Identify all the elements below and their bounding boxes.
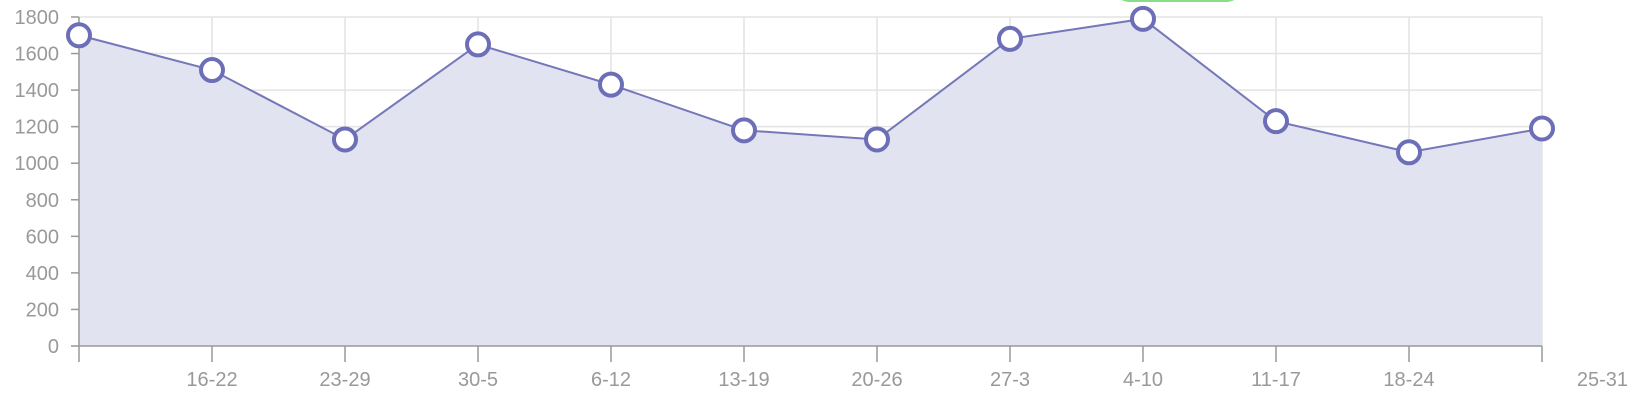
y-tick-label: 600 [26,226,59,248]
y-tick-label: 1600 [15,44,60,66]
data-point[interactable] [1529,115,1555,142]
axes [71,16,1543,362]
highlight-layer [1121,0,1235,2]
data-point[interactable] [997,25,1023,52]
series-line [78,17,1543,154]
data-point[interactable] [864,126,890,153]
data-point[interactable] [1130,5,1156,32]
y-tick-label: 200 [26,299,59,321]
x-tick-label: 30-5 [458,369,498,391]
data-point[interactable] [465,31,491,58]
y-tick-label: 800 [26,190,59,212]
x-tick-label: 23-29 [319,369,370,391]
y-tick-label: 1200 [15,117,60,139]
highlight-tooltip [1121,0,1235,2]
x-tick-label: 25-31 [1577,369,1628,391]
area-fill [79,18,1542,346]
x-tick-label: 18-24 [1383,369,1434,391]
x-tick-label: 20-26 [851,369,902,391]
y-tick-label: 0 [48,336,59,358]
data-point[interactable] [66,22,92,49]
x-tick-label: 4-10 [1123,369,1163,391]
data-point[interactable] [598,71,624,98]
x-tick-label: 11-17 [1251,369,1301,391]
y-tick-label: 1000 [15,153,60,175]
data-point[interactable] [332,126,358,153]
data-point[interactable] [1263,108,1289,135]
x-tick-label: 27-3 [990,369,1030,391]
data-point[interactable] [731,117,757,144]
x-tick-label: 16-22 [186,369,237,391]
y-tick-label: 1800 [15,7,60,29]
x-tick-label: 13-19 [718,369,769,391]
y-tick-label: 1400 [15,80,60,102]
area-layer [78,17,1543,346]
x-tick-label: 6-12 [591,369,631,391]
tick-labels: 0 200 400 600 800 1000 1200 1400 1600 1800 16-22 23… [15,7,1628,391]
data-point[interactable] [199,57,225,84]
data-points [66,5,1555,166]
y-tick-label: 400 [26,263,59,285]
data-point[interactable] [1396,139,1422,166]
